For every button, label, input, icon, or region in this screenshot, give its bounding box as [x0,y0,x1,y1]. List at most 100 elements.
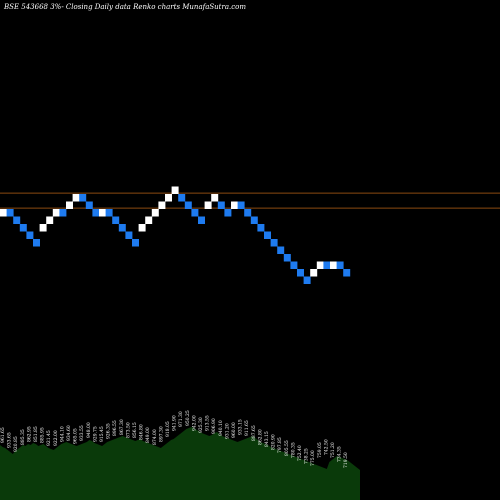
brick-label: 738.25 [304,448,310,464]
renko-brick-down [125,231,133,239]
renko-brick-down [323,261,331,269]
renko-brick-up [46,216,54,224]
renko-brick-down [297,269,304,277]
renko-brick-up [72,194,80,202]
renko-brick-down [79,194,87,202]
brick-label: 780.35 [290,442,296,458]
brick-label: 752.40 [297,445,303,461]
renko-brick-up [165,194,172,202]
brick-label: 915.45 [99,426,105,442]
brick-label: 950.25 [185,410,191,426]
renko-brick-down [277,246,285,254]
brick-label: 843.15 [264,431,270,447]
brick-label: 897.30 [158,426,164,442]
renko-brick-up [316,261,324,269]
brick-label: 965.05 [73,428,79,444]
renko-brick-down [85,201,93,209]
renko-brick-down [283,254,291,262]
brick-label: 862.95 [26,426,32,442]
brick-label: 929.75 [92,426,98,442]
brick-label: 944.10 [59,426,65,442]
renko-brick-down [250,216,258,224]
reference-lines [0,192,500,209]
renko-brick-down [343,269,351,277]
brick-label: 926.35 [106,423,112,439]
brick-label: 934.60 [66,425,72,441]
renko-brick-up [158,201,166,209]
renko-brick-down [26,231,34,239]
brick-label: 931.20 [224,423,230,439]
brick-label: 961.65 [0,427,6,443]
renko-brick-up [310,269,318,277]
brick-label: 885.35 [20,429,26,445]
brick-label: 906.90 [211,418,217,434]
renko-brick-up [39,224,47,232]
brick-label: 862.80 [257,429,263,445]
renko-brick-up [0,209,7,217]
brick-label: 941.90 [172,415,178,431]
renko-brick-down [198,216,205,224]
renko-brick-down [336,261,344,269]
renko-brick-down [224,209,232,217]
renko-brick-down [178,194,186,202]
renko-brick-down [59,209,67,217]
renko-brick-down [217,201,225,209]
renko-brick-up [330,261,337,269]
brick-label: 960.00 [231,422,237,438]
brick-label: 851.85 [33,426,39,442]
brick-label: 820.90 [271,434,277,450]
brick-label: 948.00 [86,422,92,438]
renko-brick-down [244,209,252,217]
brick-label: 775.00 [310,450,316,466]
brick-label: 922.00 [53,430,59,446]
brick-label: 873.50 [125,422,131,438]
brick-label: 933.15 [238,419,244,435]
brick-labels: 961.65 933.65 920.85 885.35 862.95 851.85 885.… [0,410,349,468]
brick-label: 913.55 [205,415,211,431]
brick-label: 921.45 [46,430,52,446]
renko-brick-up [138,224,146,232]
renko-brick-up [171,186,179,194]
renko-brick-up [52,209,60,217]
brick-label: 971.30 [178,411,184,427]
brick-label: 933.55 [79,425,85,441]
brick-label: 925.30 [198,417,204,433]
brick-label: 896.55 [112,420,118,436]
chart-title: BSE 543668 3%- Closing Daily data Renko … [3,3,246,11]
renko-brick-down [270,239,278,247]
brick-label: 742.50 [323,439,329,455]
renko-brick-down [19,224,27,232]
brick-label: 805.55 [284,440,290,456]
renko-brick-down [303,276,311,284]
volume-area [0,427,360,500]
renko-brick-down [132,239,139,247]
renko-brick-down [290,261,298,269]
brick-label: 887.65 [251,425,257,441]
brick-label: 942.00 [191,415,197,431]
renko-brick-down [191,209,199,217]
brick-label: 856.15 [132,422,138,438]
renko-brick-up [211,194,219,202]
volume-series [0,427,360,500]
renko-brick-down [118,224,126,232]
renko-brick-down [257,224,265,232]
renko-bricks [0,186,351,284]
brick-label: 846.80 [139,424,145,440]
brick-label: 797.85 [277,437,283,453]
renko-brick-down [112,216,120,224]
renko-brick-down [105,209,113,217]
brick-label: 867.30 [119,419,125,435]
renko-brick-down [184,201,192,209]
brick-label: 874.00 [152,429,158,445]
brick-label: 849.00 [145,427,151,443]
brick-label: 885.95 [40,427,46,443]
brick-label: 719.50 [343,452,349,468]
brick-label: 933.65 [7,432,13,448]
renko-brick-up [231,201,238,209]
renko-brick-down [6,209,14,217]
renko-brick-down [237,201,245,209]
renko-brick-down [264,231,271,239]
brick-label: 751.20 [330,442,336,458]
